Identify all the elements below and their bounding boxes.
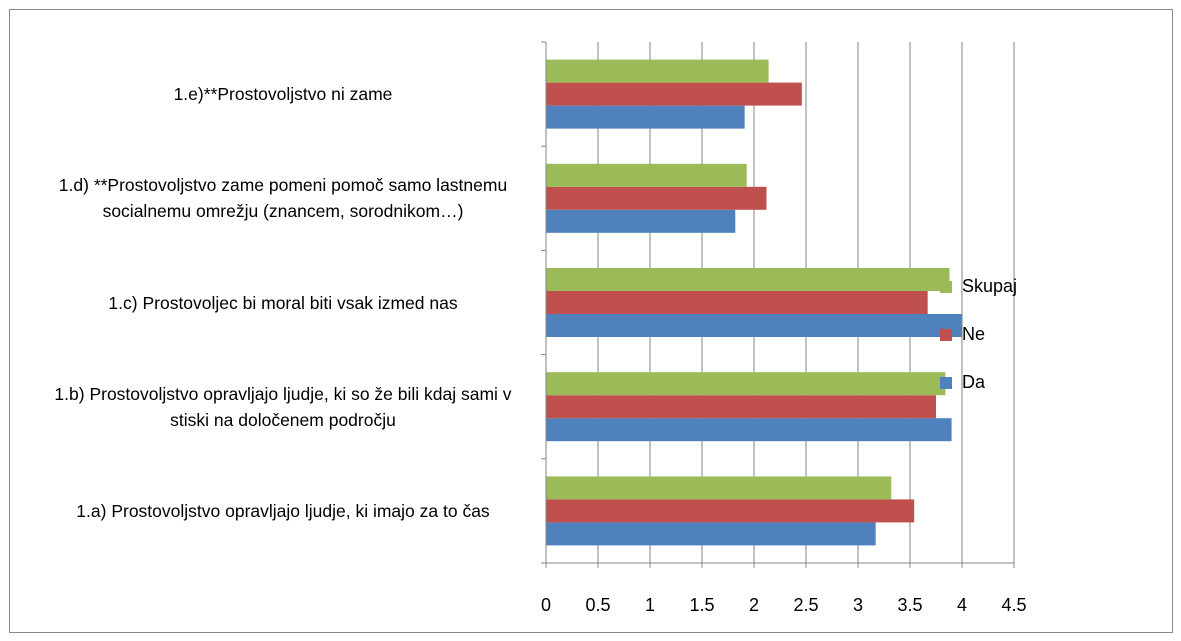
y-tick-label: 1.e)**Prostovoljstvo ni zame bbox=[173, 84, 393, 105]
y-tick-label: 1.a) Prostovoljstvo opravljajo ljudje, k… bbox=[76, 500, 490, 521]
bar bbox=[546, 59, 769, 83]
x-tick-label: 3 bbox=[853, 595, 863, 615]
x-tick-label: 0 bbox=[541, 595, 551, 615]
bar bbox=[546, 395, 936, 419]
legend-label: Ne bbox=[962, 324, 985, 344]
bar bbox=[546, 186, 767, 210]
x-tick-label: 4.5 bbox=[1001, 595, 1026, 615]
bar bbox=[546, 418, 952, 442]
bar bbox=[546, 372, 946, 396]
bar bbox=[546, 291, 928, 314]
legend-swatch bbox=[940, 377, 952, 389]
x-tick-label: 1 bbox=[645, 595, 655, 615]
y-tick-label: 1.d) **Prostovoljstvo zame pomeni pomoč … bbox=[58, 175, 508, 222]
x-tick-label: 1.5 bbox=[689, 595, 714, 615]
bar bbox=[546, 476, 892, 500]
bar bbox=[546, 82, 802, 106]
legend-swatch bbox=[940, 329, 952, 341]
bar bbox=[546, 268, 950, 291]
y-tick-label: 1.b) Prostovoljstvo opravljajo ljudje, k… bbox=[54, 383, 512, 430]
legend-label: Skupaj bbox=[962, 276, 1017, 296]
legend-swatch bbox=[940, 281, 952, 293]
bar bbox=[546, 314, 962, 337]
x-tick-label: 3.5 bbox=[897, 595, 922, 615]
x-tick-label: 4 bbox=[957, 595, 967, 615]
bar bbox=[546, 105, 745, 129]
bar bbox=[546, 522, 876, 546]
bar bbox=[546, 209, 736, 233]
legend-label: Da bbox=[962, 372, 986, 392]
bar bbox=[546, 499, 915, 523]
x-tick-label: 2 bbox=[749, 595, 759, 615]
y-tick-label: 1.c) Prostovoljec bi moral biti vsak izm… bbox=[108, 292, 458, 313]
bar bbox=[546, 163, 747, 187]
x-tick-label: 2.5 bbox=[793, 595, 818, 615]
x-tick-label: 0.5 bbox=[585, 595, 610, 615]
